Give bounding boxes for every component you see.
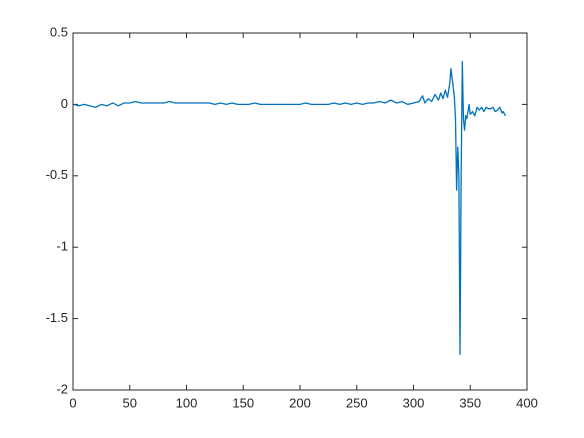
x-tick-label: 0 — [69, 395, 76, 410]
x-tick-label: 350 — [459, 395, 481, 410]
x-tick-label: 250 — [346, 395, 368, 410]
data-line — [73, 60, 507, 355]
y-tick-label: 0 — [61, 96, 68, 111]
y-tick-label: -1 — [56, 239, 68, 254]
x-tick-label: 50 — [123, 395, 137, 410]
x-tick-label: 150 — [232, 395, 254, 410]
y-tick-label: -2 — [56, 381, 68, 396]
y-tick-label: -1.5 — [46, 310, 68, 325]
x-tick-label: 200 — [289, 395, 311, 410]
y-tick-label: 0.5 — [50, 24, 68, 39]
x-tick-label: 400 — [516, 395, 538, 410]
plot-frame — [72, 32, 528, 391]
x-tick-label: 300 — [403, 395, 425, 410]
x-tick-label: 100 — [176, 395, 198, 410]
y-tick-label: -0.5 — [46, 167, 68, 182]
